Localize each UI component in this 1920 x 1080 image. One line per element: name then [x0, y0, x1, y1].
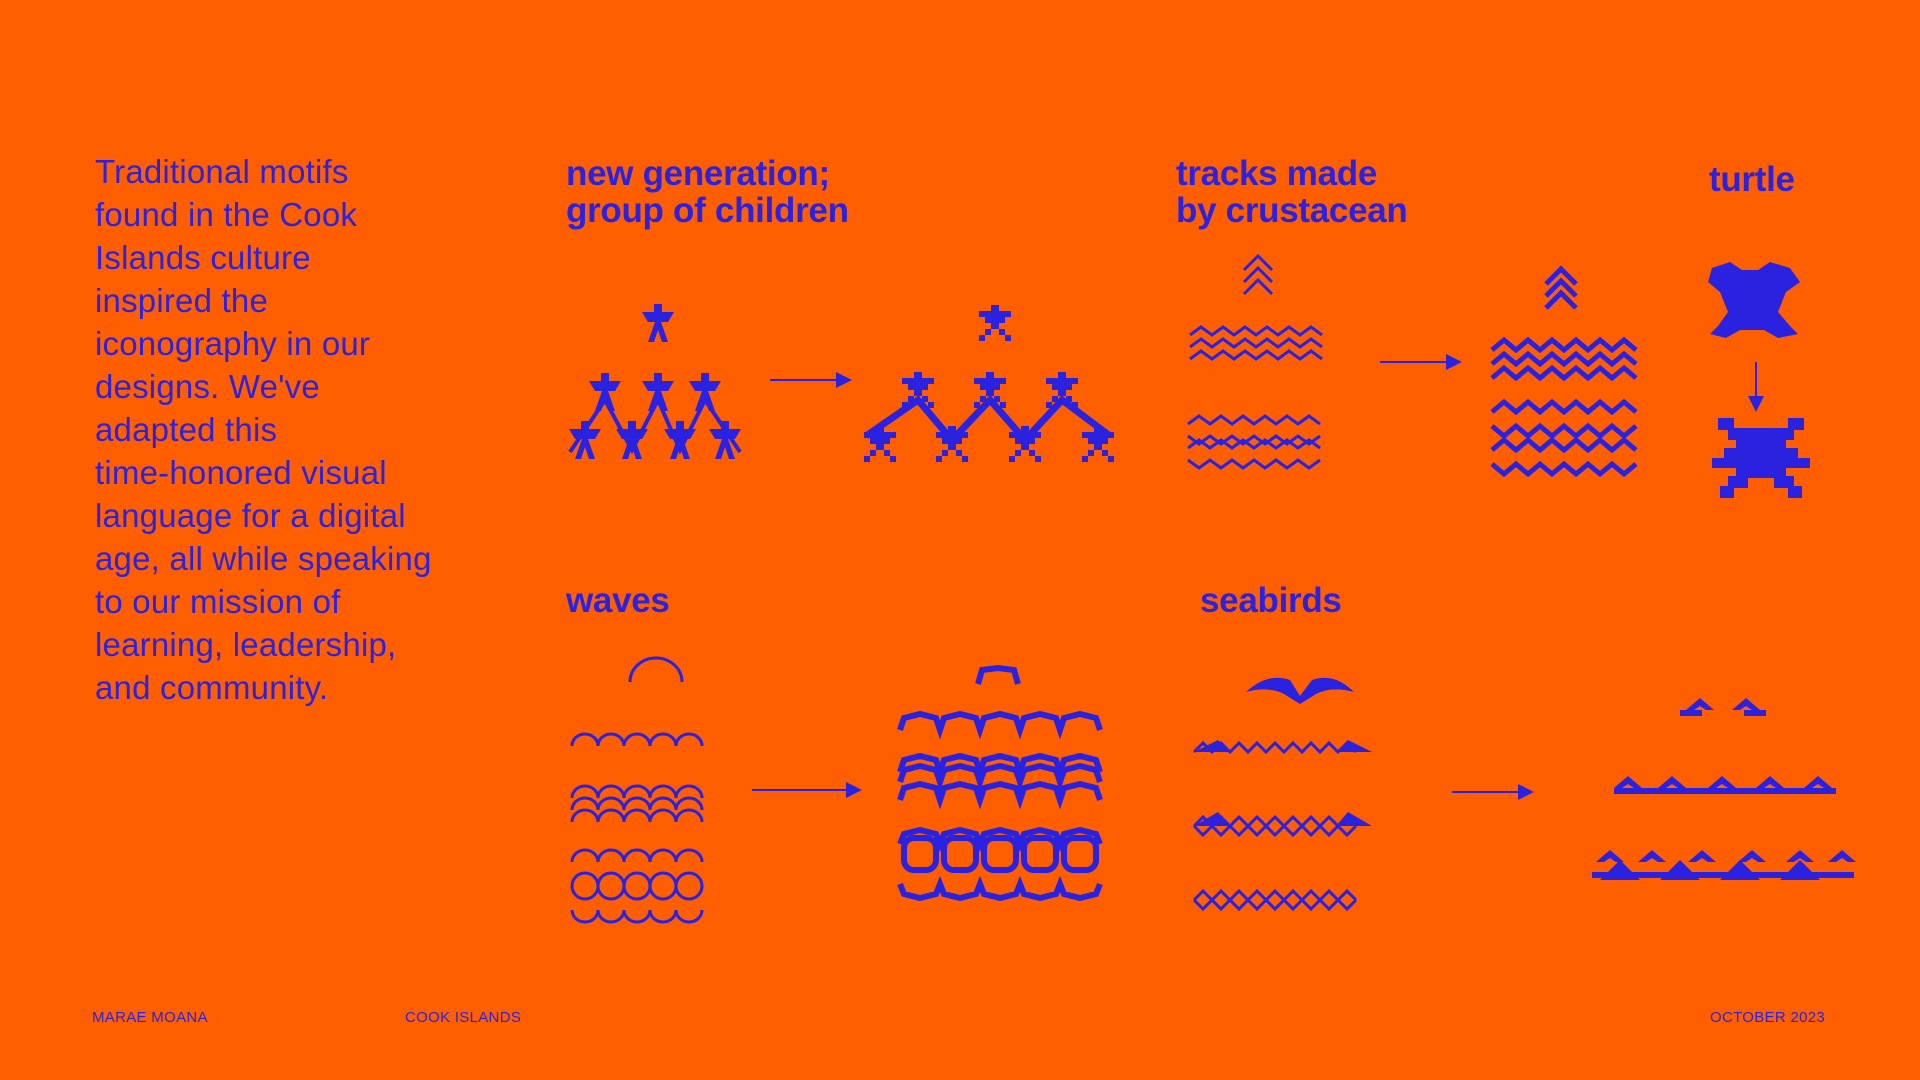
label-waves: waves: [566, 581, 670, 620]
children-traditional-icon: [568, 304, 742, 459]
footer-left: MARAE MOANA: [92, 1009, 208, 1026]
waves-traditional-icon: [570, 656, 704, 924]
turtle-pixel-icon: [1712, 418, 1810, 498]
footer-center: COOK ISLANDS: [405, 1009, 522, 1026]
label-seabirds: seabirds: [1200, 581, 1342, 620]
crustacean-traditional-icon: [1187, 253, 1323, 470]
intro-paragraph: Traditional motifs found in the Cook Isl…: [95, 153, 432, 706]
label-children: new generation; group of children: [566, 154, 849, 230]
turtle-traditional-icon: [1708, 262, 1800, 338]
waves-pixel-icon: [897, 664, 1103, 902]
children-pixel-icon: [864, 305, 1114, 462]
footer-right: OCTOBER 2023: [1710, 1009, 1826, 1026]
seabirds-pixel-icon: [1592, 698, 1856, 880]
seabirds-traditional-icon: [1192, 677, 1372, 912]
label-crustacean: tracks made by crustacean: [1176, 154, 1408, 230]
label-turtle: turtle: [1709, 160, 1795, 199]
crustacean-pixel-icon: [1490, 265, 1638, 478]
